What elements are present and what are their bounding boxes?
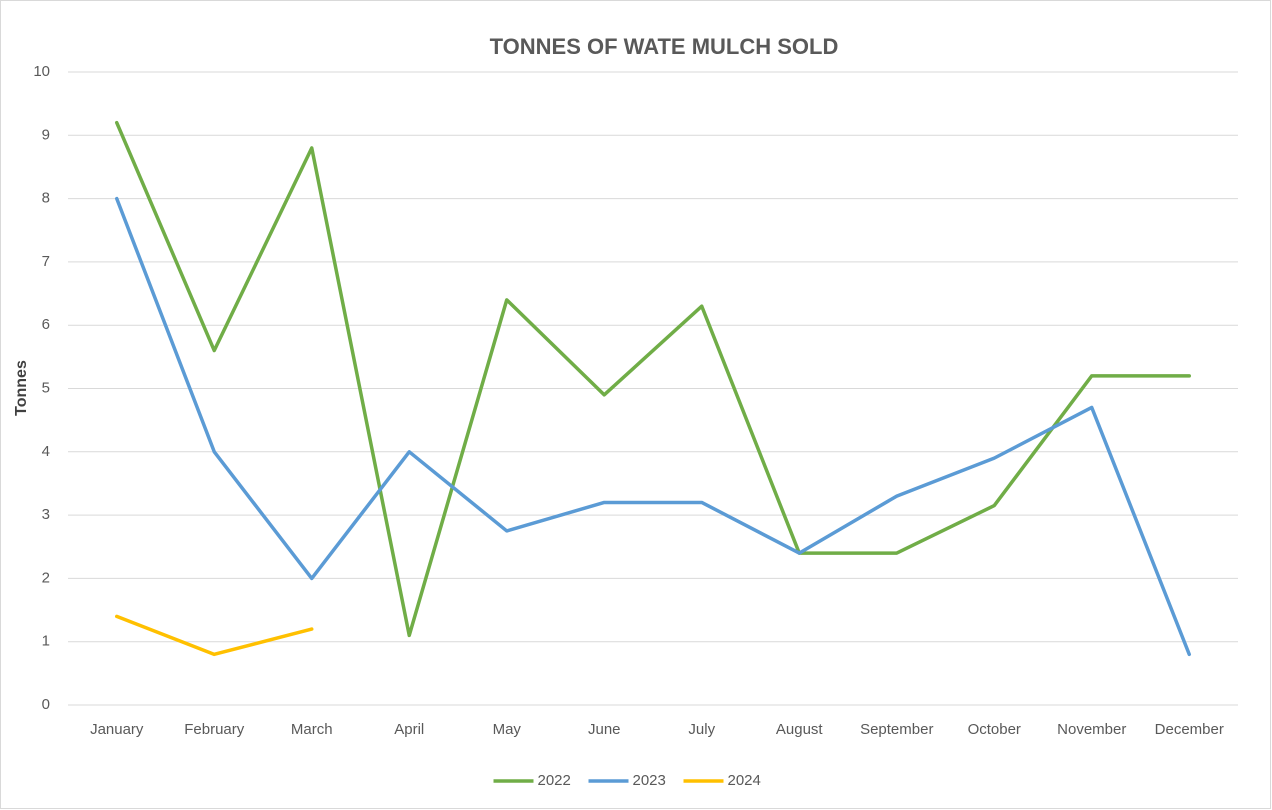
y-tick-label: 0 (42, 696, 50, 713)
x-tick-label: April (394, 721, 424, 738)
y-tick-label: 1 (42, 633, 50, 650)
x-tick-label: November (1057, 721, 1126, 738)
y-tick-label: 8 (42, 190, 50, 207)
y-tick-label: 9 (42, 126, 50, 143)
y-tick-label: 10 (33, 63, 50, 80)
x-tick-label: December (1155, 721, 1224, 738)
x-tick-label: August (776, 721, 824, 738)
series-line (115, 614, 314, 657)
x-tick-label: March (291, 721, 333, 738)
legend-label: 2024 (728, 772, 761, 789)
y-tick-label: 2 (42, 569, 50, 586)
legend-label: 2023 (633, 772, 666, 789)
legend-label: 2022 (538, 772, 571, 789)
y-axis-label: Tonnes (13, 360, 30, 416)
x-tick-label: May (493, 721, 522, 738)
y-tick-label: 4 (42, 443, 50, 460)
x-tick-label: September (860, 721, 933, 738)
x-tick-label: July (688, 721, 715, 738)
x-tick-label: January (90, 721, 144, 738)
chart-title: TONNES OF WATE MULCH SOLD (490, 34, 839, 59)
x-tick-label: February (184, 721, 245, 738)
series-line (115, 120, 1191, 638)
y-tick-label: 5 (42, 379, 50, 396)
x-tick-label: October (968, 721, 1021, 738)
y-tick-label: 7 (42, 253, 50, 270)
y-tick-label: 6 (42, 316, 50, 333)
y-tick-label: 3 (42, 506, 50, 523)
x-tick-label: June (588, 721, 621, 738)
series-line (115, 196, 1191, 657)
